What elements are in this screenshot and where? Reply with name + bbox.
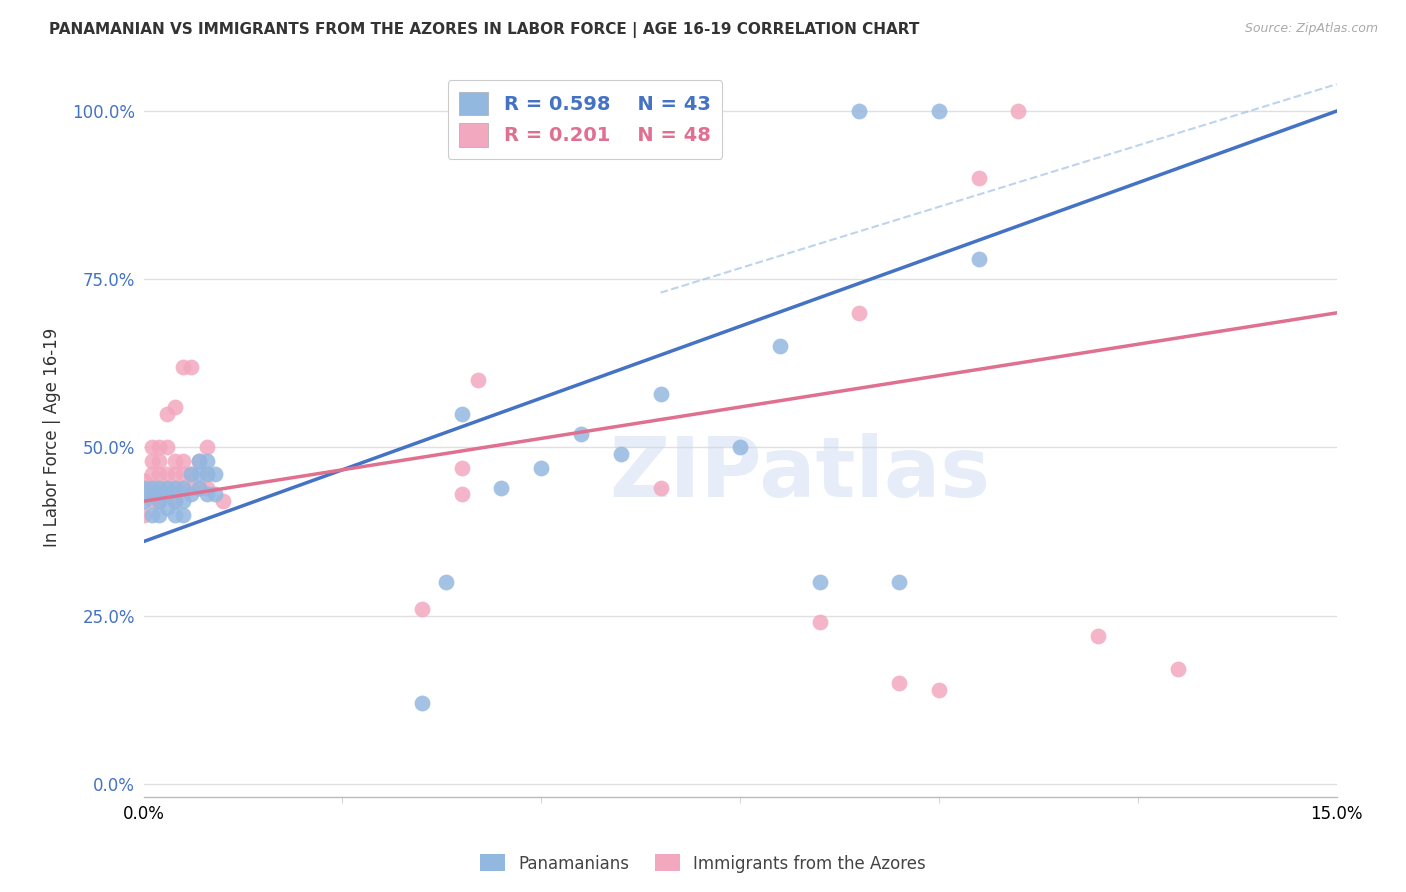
Point bbox=[610, 447, 633, 461]
Point bbox=[132, 474, 155, 488]
Point bbox=[156, 467, 179, 482]
Point bbox=[928, 682, 950, 697]
Legend: R = 0.598    N = 43, R = 0.201    N = 48: R = 0.598 N = 43, R = 0.201 N = 48 bbox=[447, 80, 723, 159]
Point bbox=[141, 508, 163, 522]
Point bbox=[165, 454, 187, 468]
Point bbox=[212, 494, 235, 508]
Point bbox=[165, 494, 187, 508]
Point bbox=[204, 487, 226, 501]
Point bbox=[141, 487, 163, 501]
Point bbox=[450, 487, 472, 501]
Point bbox=[450, 460, 472, 475]
Point bbox=[195, 467, 218, 482]
Point bbox=[530, 460, 553, 475]
Point bbox=[148, 467, 170, 482]
Point bbox=[808, 574, 831, 589]
Point bbox=[195, 481, 218, 495]
Point bbox=[141, 481, 163, 495]
Point bbox=[172, 508, 194, 522]
Point bbox=[1087, 629, 1109, 643]
Point bbox=[889, 675, 911, 690]
Point bbox=[195, 454, 218, 468]
Point bbox=[180, 487, 202, 501]
Point bbox=[180, 359, 202, 374]
Point bbox=[450, 407, 472, 421]
Point bbox=[165, 494, 187, 508]
Point bbox=[188, 454, 211, 468]
Text: Source: ZipAtlas.com: Source: ZipAtlas.com bbox=[1244, 22, 1378, 36]
Point bbox=[141, 454, 163, 468]
Point bbox=[156, 481, 179, 495]
Point bbox=[967, 252, 990, 266]
Point bbox=[172, 359, 194, 374]
Point bbox=[148, 494, 170, 508]
Point bbox=[172, 454, 194, 468]
Point bbox=[1167, 662, 1189, 676]
Point bbox=[156, 407, 179, 421]
Point bbox=[172, 467, 194, 482]
Point bbox=[132, 494, 155, 508]
Point bbox=[195, 487, 218, 501]
Point bbox=[148, 487, 170, 501]
Point bbox=[411, 602, 433, 616]
Point bbox=[156, 500, 179, 515]
Point bbox=[204, 467, 226, 482]
Point bbox=[650, 386, 672, 401]
Point bbox=[165, 481, 187, 495]
Point bbox=[928, 104, 950, 119]
Point bbox=[728, 441, 751, 455]
Point bbox=[434, 574, 457, 589]
Point bbox=[188, 481, 211, 495]
Point bbox=[148, 481, 170, 495]
Point bbox=[195, 467, 218, 482]
Point bbox=[148, 441, 170, 455]
Point bbox=[467, 373, 489, 387]
Point bbox=[148, 508, 170, 522]
Point bbox=[172, 494, 194, 508]
Point bbox=[165, 508, 187, 522]
Point bbox=[132, 508, 155, 522]
Point bbox=[148, 481, 170, 495]
Point bbox=[141, 441, 163, 455]
Point bbox=[650, 481, 672, 495]
Text: ZIPatlas: ZIPatlas bbox=[609, 433, 990, 514]
Point bbox=[148, 454, 170, 468]
Point bbox=[132, 481, 155, 495]
Point bbox=[569, 426, 592, 441]
Point bbox=[195, 441, 218, 455]
Point bbox=[141, 494, 163, 508]
Point bbox=[1007, 104, 1029, 119]
Y-axis label: In Labor Force | Age 16-19: In Labor Force | Age 16-19 bbox=[44, 327, 60, 547]
Point bbox=[808, 615, 831, 630]
Point bbox=[172, 481, 194, 495]
Point bbox=[180, 467, 202, 482]
Point bbox=[156, 441, 179, 455]
Point bbox=[889, 574, 911, 589]
Point bbox=[188, 467, 211, 482]
Point bbox=[180, 481, 202, 495]
Text: PANAMANIAN VS IMMIGRANTS FROM THE AZORES IN LABOR FORCE | AGE 16-19 CORRELATION : PANAMANIAN VS IMMIGRANTS FROM THE AZORES… bbox=[49, 22, 920, 38]
Point bbox=[141, 467, 163, 482]
Point bbox=[165, 400, 187, 414]
Point bbox=[848, 306, 870, 320]
Point bbox=[967, 171, 990, 186]
Point bbox=[165, 467, 187, 482]
Point bbox=[188, 481, 211, 495]
Point bbox=[132, 487, 155, 501]
Point bbox=[769, 339, 792, 353]
Point bbox=[180, 467, 202, 482]
Point bbox=[156, 481, 179, 495]
Point bbox=[172, 481, 194, 495]
Point bbox=[188, 454, 211, 468]
Point bbox=[156, 487, 179, 501]
Point bbox=[165, 481, 187, 495]
Point bbox=[491, 481, 513, 495]
Point bbox=[141, 481, 163, 495]
Point bbox=[848, 104, 870, 119]
Point bbox=[411, 696, 433, 710]
Point bbox=[148, 494, 170, 508]
Legend: Panamanians, Immigrants from the Azores: Panamanians, Immigrants from the Azores bbox=[474, 847, 932, 880]
